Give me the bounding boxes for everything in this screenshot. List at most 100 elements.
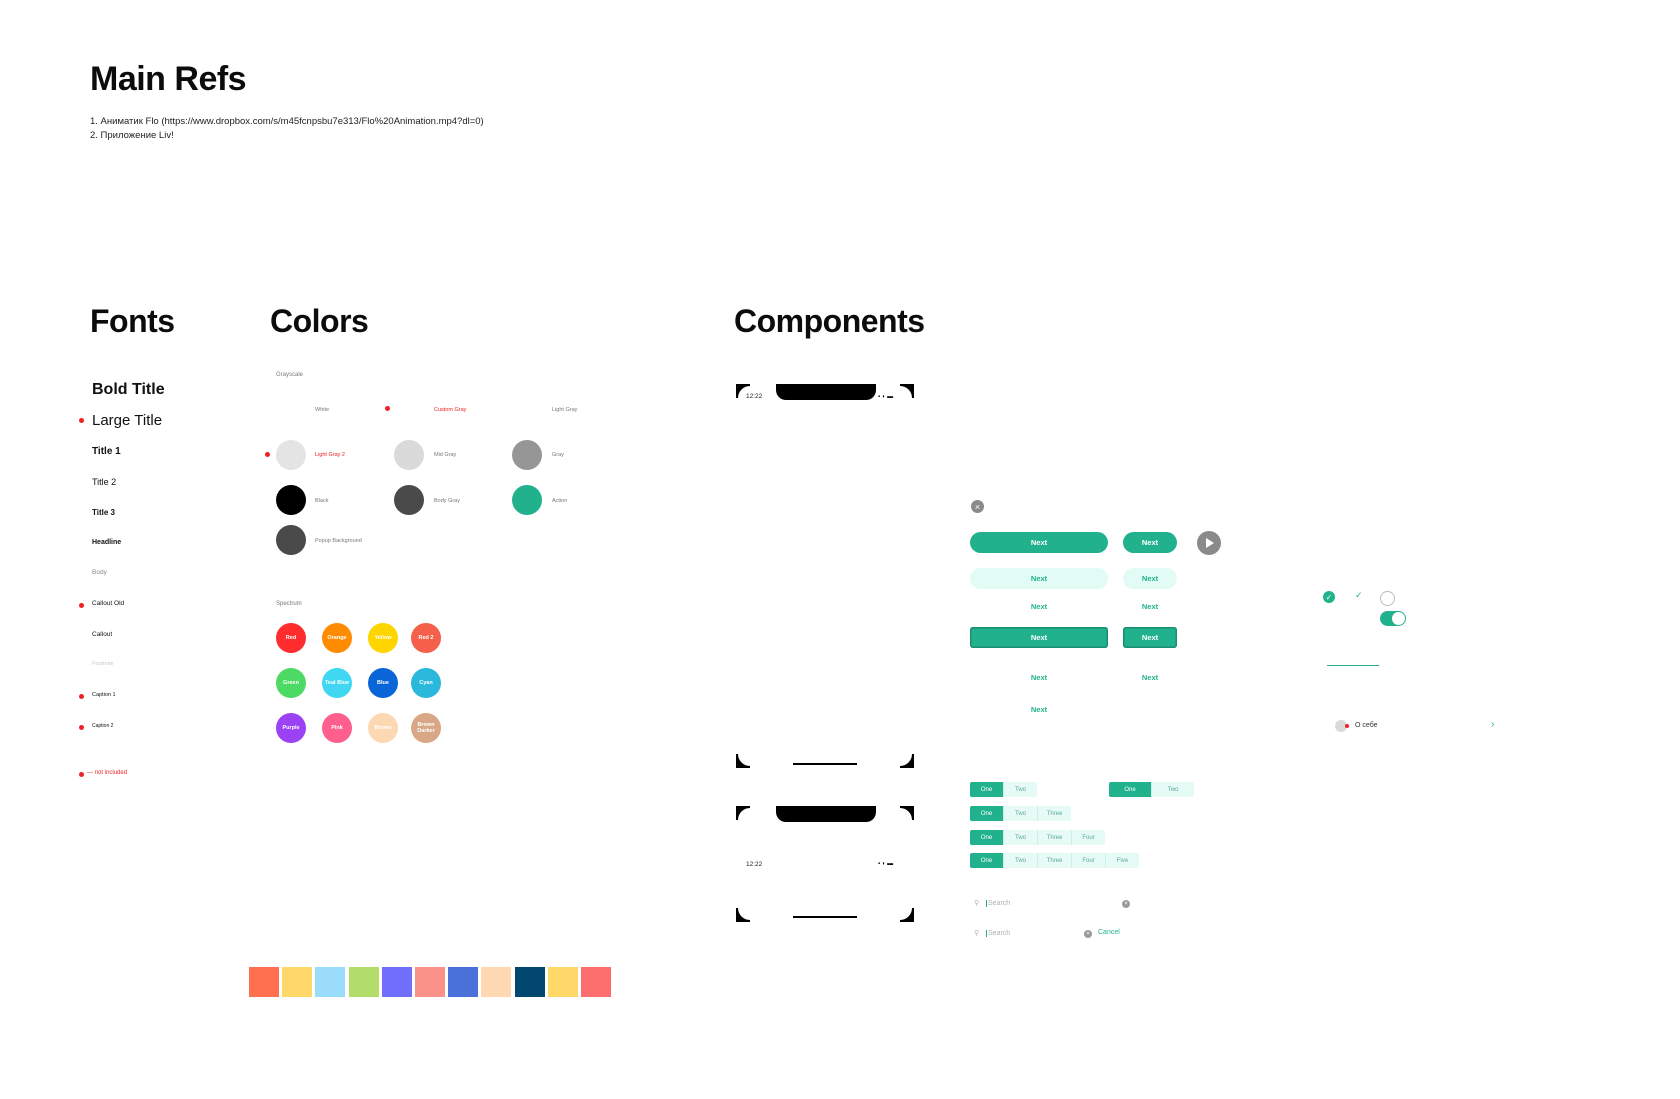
radio-empty-icon[interactable]	[1380, 591, 1395, 606]
ref-line-1[interactable]: 1. Аниматик Flo (https://www.dropbox.com…	[90, 116, 484, 127]
phone-corner-mask	[738, 386, 752, 400]
play-icon[interactable]	[1197, 531, 1221, 555]
palette-swatch	[514, 967, 545, 997]
not-included-dot	[385, 406, 390, 411]
segment-three[interactable]: Three	[1037, 830, 1071, 845]
search-input[interactable]: Search	[986, 930, 1011, 937]
color-swatch-light-gray-2	[276, 440, 306, 470]
chevron-right-icon[interactable]: ›	[1491, 719, 1495, 730]
toggle-switch[interactable]	[1380, 611, 1406, 626]
spectrum-orange: Orange	[322, 623, 352, 653]
next-button-link[interactable]: Next	[1141, 672, 1159, 682]
font-footnote: Footnote	[92, 661, 114, 667]
font-callout-old: Callout Old	[92, 600, 125, 607]
spectrum-red-2: Red 2	[411, 623, 441, 653]
color-label-body-gray: Body Gray	[434, 498, 460, 504]
font-title-2: Title 2	[92, 477, 117, 487]
home-indicator	[793, 916, 857, 918]
search-icon: ⚲	[974, 900, 980, 907]
segment-three[interactable]: Three	[1037, 853, 1071, 868]
segment-five[interactable]: Five	[1105, 853, 1139, 868]
colors-title: Colors	[270, 303, 369, 339]
status-time: 12:22	[746, 393, 763, 400]
phone-notch	[776, 384, 876, 400]
font-title-1: Title 1	[92, 446, 121, 457]
spectrum-cyan: Cyan	[411, 668, 441, 698]
font-caption-1: Caption 1	[92, 692, 116, 698]
clear-icon[interactable]: ×	[1084, 930, 1092, 938]
next-button-primary[interactable]: Next	[1123, 532, 1177, 553]
segment-two[interactable]: Two	[1003, 806, 1037, 821]
phone-notch	[776, 806, 876, 822]
font-headline: Headline	[92, 539, 122, 546]
phone-corner-mask	[898, 386, 912, 400]
color-label-light-gray-2: Light Gray 2	[315, 452, 345, 458]
legend-not-included: — not included	[87, 770, 128, 776]
segment-three[interactable]: Three	[1037, 806, 1071, 821]
segmented-control-3: One Two Three	[970, 806, 1071, 821]
phone-corner-mask	[898, 808, 912, 822]
palette-swatch	[547, 967, 578, 997]
palette-swatch	[481, 967, 512, 997]
segment-one[interactable]: One	[970, 853, 1003, 868]
fonts-title: Fonts	[90, 303, 175, 339]
segment-two[interactable]: Two	[1151, 782, 1194, 797]
phone-corner-mask	[738, 906, 752, 920]
spectrum-yellow: Yellow	[368, 623, 398, 653]
spectrum-label: Spectrum	[276, 601, 302, 607]
next-button-square-wide[interactable]: Next	[970, 627, 1108, 648]
about-row-label[interactable]: О себе	[1355, 722, 1378, 729]
color-label-mid-gray: Mid Gray	[434, 452, 457, 458]
segment-one[interactable]: One	[1109, 782, 1151, 797]
next-button-text-wide[interactable]: Next	[1030, 601, 1048, 611]
color-swatch-action	[512, 485, 542, 515]
next-button-square[interactable]: Next	[1123, 627, 1177, 648]
grayscale-label: Grayscale	[276, 372, 304, 378]
font-callout: Callout	[92, 631, 113, 638]
input-underline[interactable]	[1327, 665, 1379, 666]
close-icon[interactable]: ×	[971, 500, 984, 513]
palette-swatch	[581, 967, 611, 997]
next-button-pale[interactable]: Next	[1123, 568, 1177, 589]
segment-one[interactable]: One	[970, 782, 1003, 797]
next-button-link-2[interactable]: Next	[1030, 704, 1048, 714]
color-label-black: Black	[315, 498, 329, 504]
phone-corner-mask	[738, 808, 752, 822]
not-included-dot	[265, 452, 270, 457]
spectrum-blue: Blue	[368, 668, 398, 698]
segment-two[interactable]: Two	[1003, 830, 1037, 845]
segment-four[interactable]: Four	[1071, 830, 1105, 845]
checkbox-checked-icon[interactable]: ✓	[1323, 591, 1335, 603]
segment-four[interactable]: Four	[1071, 853, 1105, 868]
next-button-primary-wide[interactable]: Next	[970, 532, 1108, 553]
color-label-custom-gray: Custom Gray	[434, 407, 467, 413]
toggle-knob	[1392, 612, 1405, 625]
segmented-control-4: One Two Three Four	[970, 830, 1105, 845]
font-bold-title: Bold Title	[92, 381, 165, 398]
cancel-button[interactable]: Cancel	[1098, 929, 1120, 936]
color-swatch-mid-gray	[394, 440, 424, 470]
search-input[interactable]: Search	[986, 900, 1011, 907]
palette-swatch	[381, 967, 412, 997]
spectrum-pink: Pink	[322, 713, 352, 743]
phone-frame-2: 12:22 ▪ ◗ ▬	[736, 806, 914, 922]
spectrum-brown-darker: Brown Darker	[411, 713, 441, 743]
segment-one[interactable]: One	[970, 806, 1003, 821]
spectrum-purple: Purple	[276, 713, 306, 743]
palette-swatch	[448, 967, 479, 997]
next-button-pale-wide[interactable]: Next	[970, 568, 1108, 589]
checkmark-icon[interactable]: ✓	[1355, 590, 1363, 600]
next-button-text[interactable]: Next	[1141, 601, 1159, 611]
clear-icon[interactable]: ×	[1122, 900, 1130, 908]
next-button-link-wide[interactable]: Next	[1030, 672, 1048, 682]
status-icons: ▪ ◗ ▬	[878, 861, 894, 867]
search-bar-with-cancel[interactable]: ⚲ Search × Cancel	[974, 929, 1134, 941]
font-caption-2: Caption 2	[92, 723, 114, 729]
segment-two[interactable]: Two	[1003, 782, 1037, 797]
segment-two[interactable]: Two	[1003, 853, 1037, 868]
segment-one[interactable]: One	[970, 830, 1003, 845]
search-bar[interactable]: ⚲ Search ×	[974, 899, 1134, 911]
color-label-light-gray: Light Gray	[552, 407, 578, 413]
legend-dot	[79, 772, 84, 777]
main-title: Main Refs	[90, 60, 247, 98]
